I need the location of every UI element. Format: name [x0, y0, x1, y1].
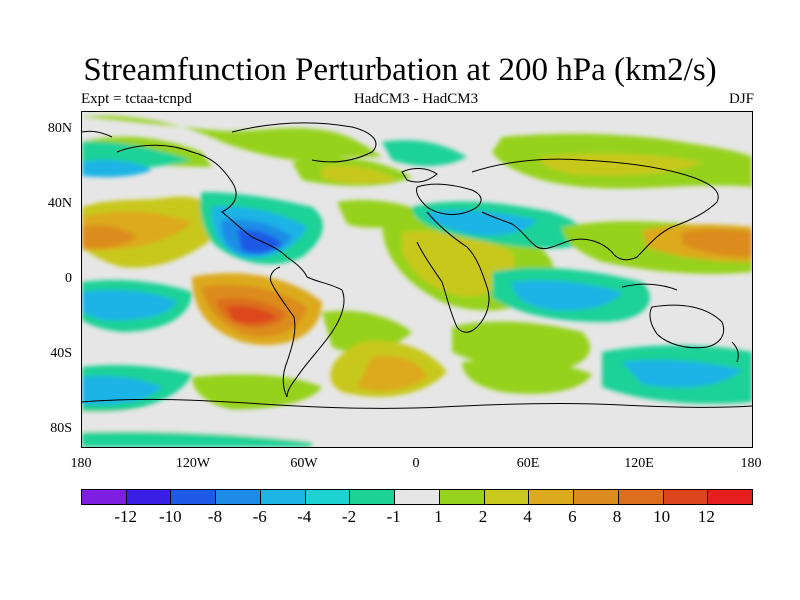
colorbar-tick-label: 8 — [612, 507, 622, 526]
colorbar-tick-label: -10 — [158, 507, 182, 526]
colorbar-tick-label: 4 — [523, 507, 532, 526]
colorbar-tick-label: 1 — [434, 507, 443, 526]
colorbar-tick-label: 6 — [568, 507, 577, 526]
colorbar-swatch — [216, 490, 261, 504]
colorbar-tick-label: -1 — [386, 507, 401, 526]
lon-label-0: 0 — [412, 456, 420, 471]
lat-label-0: 0 — [65, 271, 72, 286]
colorbar-swatch — [305, 490, 351, 504]
season-label: DJF — [728, 91, 754, 107]
streamfunction-map — [82, 112, 752, 447]
lon-label-60e: 60E — [516, 456, 540, 471]
colorbar-swatch — [574, 490, 619, 504]
colorbar-tick-label: -6 — [252, 507, 267, 526]
colorbar-swatch — [171, 490, 217, 504]
colorbar-swatch — [82, 490, 127, 504]
colorbar-swatch — [708, 490, 753, 504]
colorbar-tick-label: 10 — [653, 507, 671, 526]
colorbar-swatch — [618, 490, 664, 504]
colorbar-tick-label: 2 — [478, 507, 488, 526]
plot-title: Streamfunction Perturbation at 200 hPa (… — [83, 52, 717, 88]
colorbar-tick-label: -4 — [297, 507, 312, 526]
colorbar-swatch — [484, 490, 530, 504]
lat-label-80n: 80N — [47, 121, 72, 136]
colorbar-swatch — [439, 490, 485, 504]
lon-label-120e: 120E — [624, 456, 654, 471]
lat-label-40s: 40S — [50, 346, 72, 361]
lon-label-120w: 120W — [175, 456, 211, 471]
colorbar-tick-label: -2 — [341, 507, 357, 526]
lon-label-180-east: 180 — [740, 456, 762, 471]
colorbar — [81, 489, 753, 505]
colorbar-swatch — [395, 490, 440, 504]
coastlines — [82, 122, 752, 409]
lat-label-80s: 80S — [50, 421, 72, 436]
lat-label-40n: 40N — [47, 196, 72, 211]
colorbar-tick-label: 12 — [697, 507, 715, 526]
model-label: HadCM3 - HadCM3 — [353, 91, 479, 107]
lon-label-180-west: 180 — [70, 456, 92, 471]
colorbar-tick-label: -12 — [114, 507, 137, 526]
experiment-label: Expt = tctaa-tcnpd — [81, 91, 192, 107]
map-panel — [81, 111, 753, 448]
colorbar-swatch — [529, 490, 575, 504]
contour-fill-layer — [82, 115, 752, 447]
colorbar-swatch — [350, 490, 396, 504]
colorbar-tick-label: -8 — [207, 507, 223, 526]
lon-label-60w: 60W — [290, 456, 318, 471]
colorbar-swatch — [663, 490, 709, 504]
colorbar-swatch — [260, 490, 306, 504]
colorbar-swatch — [126, 490, 172, 504]
